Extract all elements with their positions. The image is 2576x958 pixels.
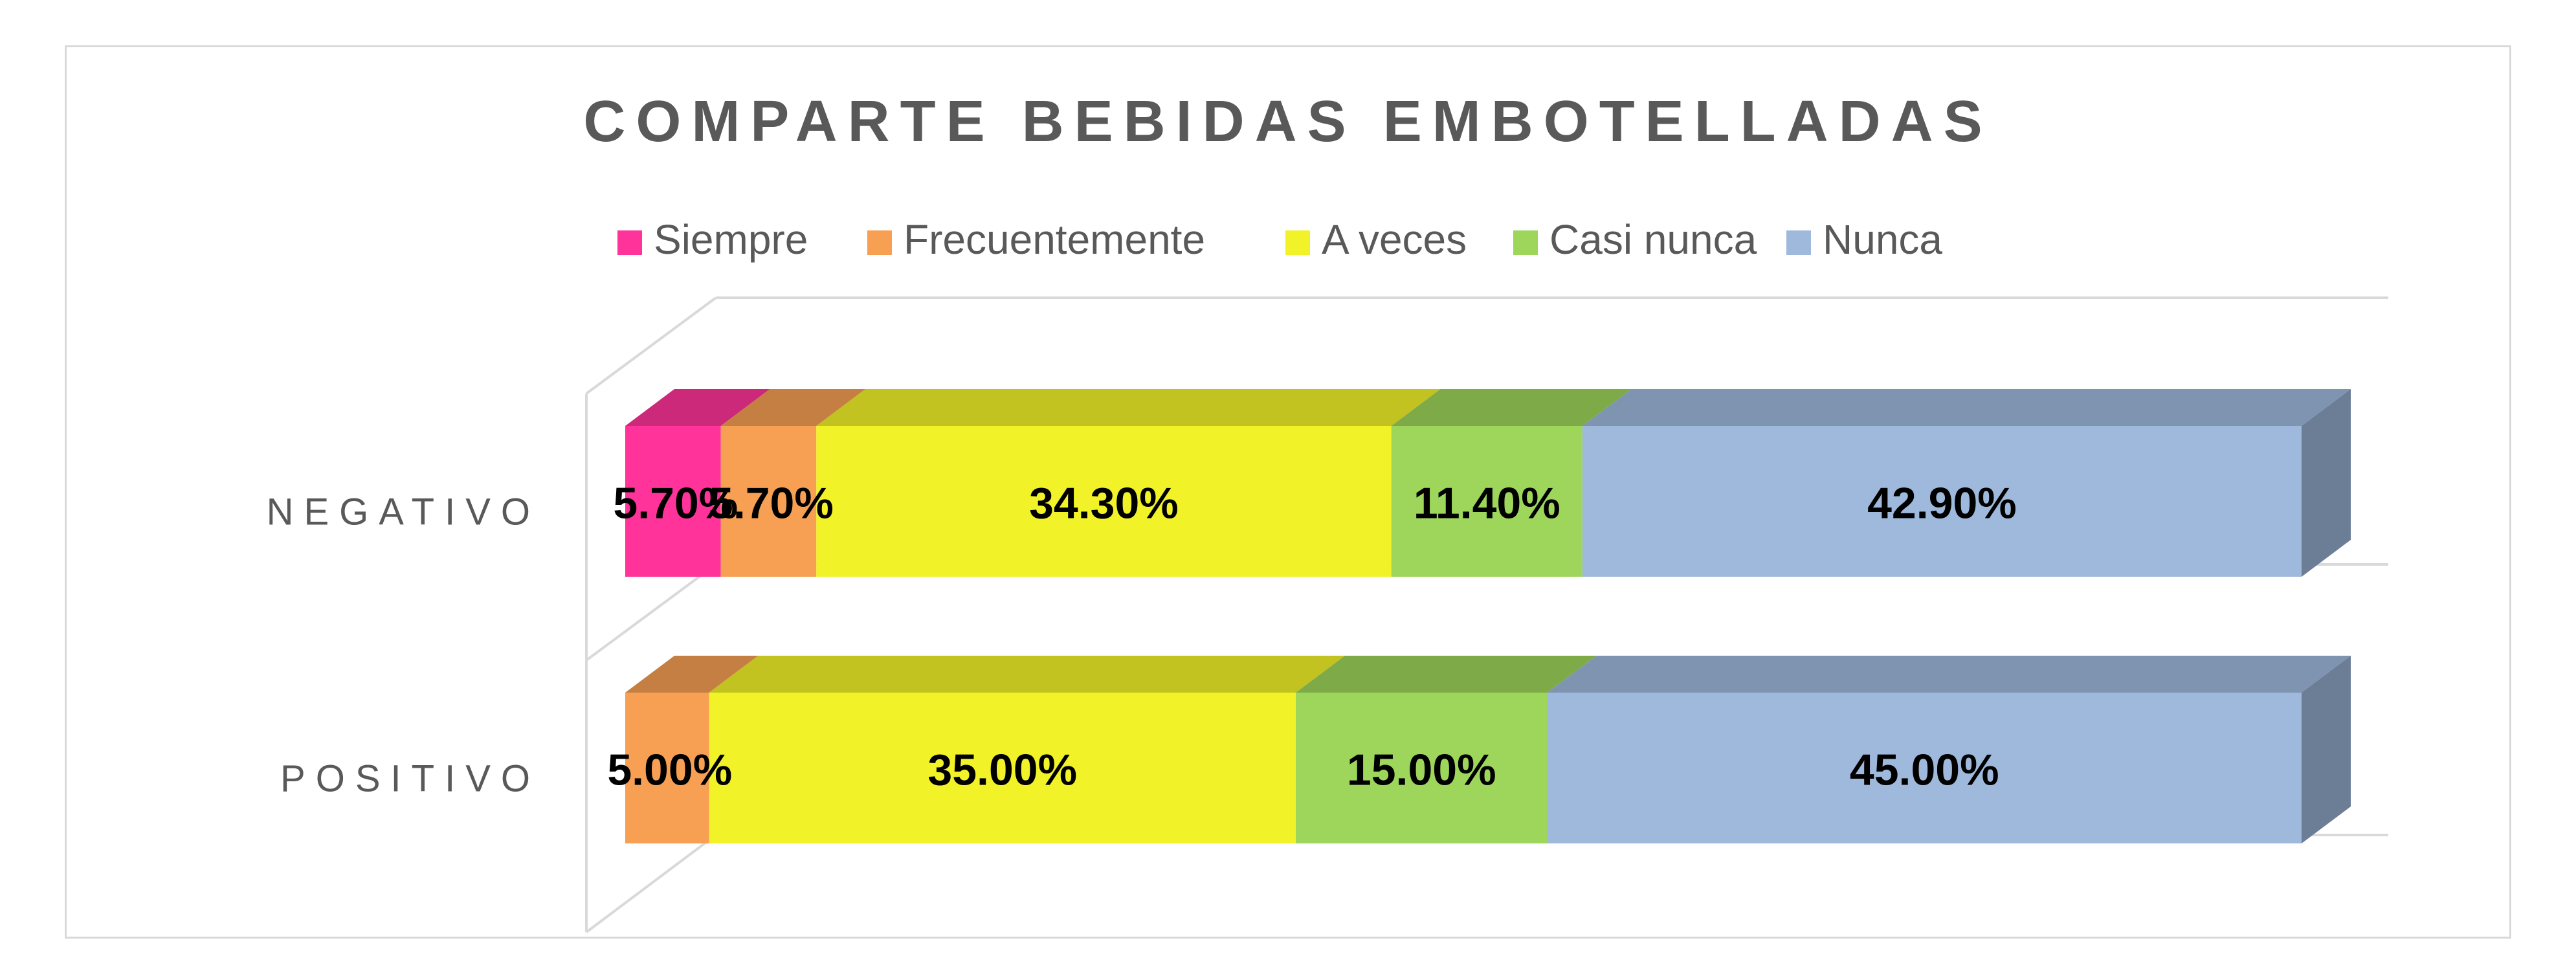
bar-side-face: [2302, 389, 2351, 577]
data-label-positivo-casi-nunca: 15.00%: [1347, 746, 1496, 795]
data-label-negativo-nunca: 42.90%: [1867, 479, 2017, 528]
bar-front-face: [816, 426, 1392, 577]
wall-edge-top: [585, 296, 717, 395]
bar-front-face: [625, 426, 721, 577]
bar-negativo-nunca: [1582, 389, 2351, 577]
data-label-negativo-a-veces: 34.30%: [1029, 479, 1179, 528]
bar-top-face: [625, 656, 759, 693]
data-label-positivo-nunca: 45.00%: [1850, 746, 1999, 795]
bar-top-face: [709, 656, 1345, 693]
bar-front-face: [625, 693, 709, 843]
legend-item-nunca: Nunca: [1786, 216, 1942, 263]
category-label-positivo: POSITIVO: [280, 758, 540, 800]
bar-top-face: [1391, 389, 1632, 426]
legend-swatch: [1786, 230, 1811, 255]
bar-negativo-siempre: [625, 389, 770, 577]
bar-front-face: [1547, 693, 2302, 843]
legend-item-siempre: Siempre: [617, 216, 808, 263]
bar-positivo-casi-nunca: [1296, 656, 1597, 843]
bar-top-face: [625, 389, 770, 426]
bar-top-face: [816, 389, 1441, 426]
bar-front-face: [720, 426, 817, 577]
bar-top-face: [720, 389, 866, 426]
legend-label: A veces: [1322, 216, 1467, 263]
legend-label: Frecuentemente: [904, 216, 1205, 263]
legend-item-a-veces: A veces: [1285, 216, 1467, 263]
bar-negativo-a-veces: [816, 389, 1441, 577]
legend: Siempre Frecuentemente A veces Casi nunca Nu…: [617, 216, 1942, 263]
bar-positivo-frecuentemente: [625, 656, 759, 843]
legend-swatch: [867, 230, 892, 255]
bar-negativo-casi-nunca: [1391, 389, 1632, 577]
bar-front-face: [1296, 693, 1548, 843]
data-label-positivo-a-veces: 35.00%: [927, 746, 1077, 795]
data-label-negativo-frecuentemente: 5.70%: [709, 479, 834, 528]
data-label-negativo-casi-nunca: 11.40%: [1414, 479, 1560, 528]
legend-label: Siempre: [654, 216, 808, 263]
data-labels: 5.70%5.70% 34.30% 11.40% 42.90% 5.00% 35.00% 1…: [607, 479, 2016, 795]
legend-item-frecuentemente: Frecuentemente: [867, 216, 1205, 263]
wall-edge-bottom: [585, 834, 717, 933]
chart-title: COMPARTE BEBIDAS EMBOTELLADAS: [583, 89, 1992, 154]
legend-swatch: [1513, 230, 1538, 255]
legend-swatch: [1285, 230, 1310, 255]
category-label-negativo: NEGATIVO: [267, 491, 540, 533]
bar-front-face: [1391, 426, 1582, 577]
bar-front-face: [709, 693, 1296, 843]
bar-side-face: [2302, 656, 2351, 843]
bar-top-face: [1547, 656, 2351, 693]
data-label-positivo-frecuentemente: 5.00%: [607, 746, 732, 795]
legend-label: Casi nunca: [1549, 216, 1757, 263]
legend-item-casi-nunca: Casi nunca: [1513, 216, 1757, 263]
legend-label: Nunca: [1823, 216, 1942, 263]
gridline-divider: [585, 563, 717, 662]
bar-negativo-frecuentemente: [720, 389, 866, 577]
bar-positivo-nunca: [1547, 656, 2351, 843]
bar-top-face: [1296, 656, 1597, 693]
data-label-negativo-siempre: 5.70%: [613, 479, 738, 528]
bar-top-face: [1582, 389, 2351, 426]
bar-front-face: [1582, 426, 2302, 577]
bars: [625, 389, 2351, 843]
category-labels: NEGATIVO POSITIVO: [267, 491, 540, 800]
legend-swatch: [617, 230, 642, 255]
bar-positivo-a-veces: [709, 656, 1345, 843]
